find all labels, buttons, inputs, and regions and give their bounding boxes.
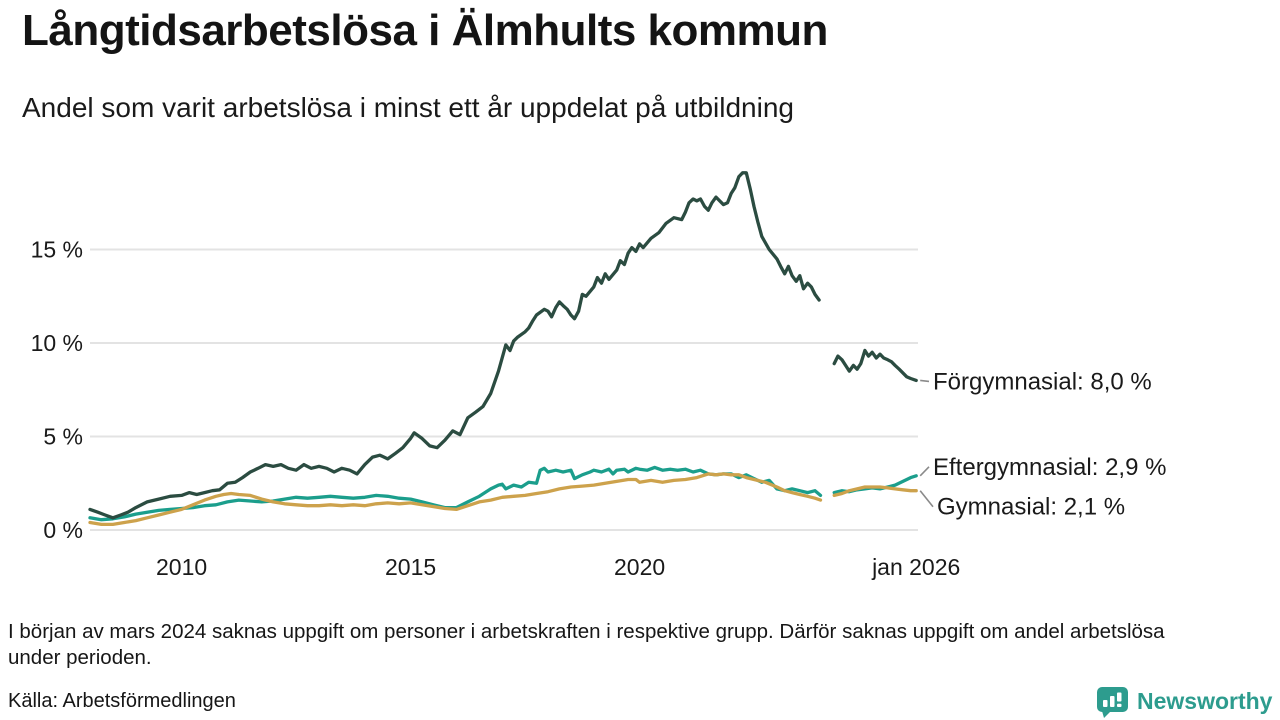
x-tick-label: 2015: [385, 554, 436, 580]
chart-title: Långtidsarbetslösa i Älmhults kommun: [22, 6, 828, 55]
newsworthy-logo-text: Newsworthy: [1137, 688, 1273, 714]
series-line-forgymnasial: [88, 171, 821, 520]
newsworthy-logo-icon: [1097, 687, 1128, 718]
series-line-forgymnasial: [832, 348, 918, 383]
y-tick-label: 15 %: [31, 237, 83, 263]
y-tick-label: 10 %: [31, 330, 83, 356]
source-label: Källa: Arbetsförmedlingen: [8, 690, 236, 712]
unemployment-line-chart: 0 % 5 % 10 % 15 % 2010 2015 2020 jan 2026 Förgym…: [31, 171, 1166, 580]
newsworthy-logo[interactable]: Newsworthy: [1096, 685, 1272, 718]
y-tick-label: 0 %: [43, 517, 83, 543]
series-end-label-forgymnasial: Förgymnasial: 8,0 %: [933, 368, 1152, 395]
label-connector: [919, 490, 934, 508]
series-line-gymnasial: [832, 485, 918, 498]
y-tick-label: 5 %: [43, 424, 83, 450]
x-tick-label: jan 2026: [871, 554, 960, 580]
x-tick-label: 2020: [614, 554, 665, 580]
series-line-gymnasial: [88, 472, 823, 527]
series-end-label-gymnasial: Gymnasial: 2,1 %: [937, 494, 1125, 521]
series-end-label-eftergymnasial: Eftergymnasial: 2,9 %: [933, 454, 1166, 481]
label-connector: [919, 466, 930, 477]
footnote: I början av mars 2024 saknas uppgift om …: [8, 620, 1165, 670]
x-tick-label: 2010: [156, 554, 207, 580]
label-connector: [920, 379, 930, 383]
chart-subtitle: Andel som varit arbetslösa i minst ett å…: [22, 92, 794, 123]
